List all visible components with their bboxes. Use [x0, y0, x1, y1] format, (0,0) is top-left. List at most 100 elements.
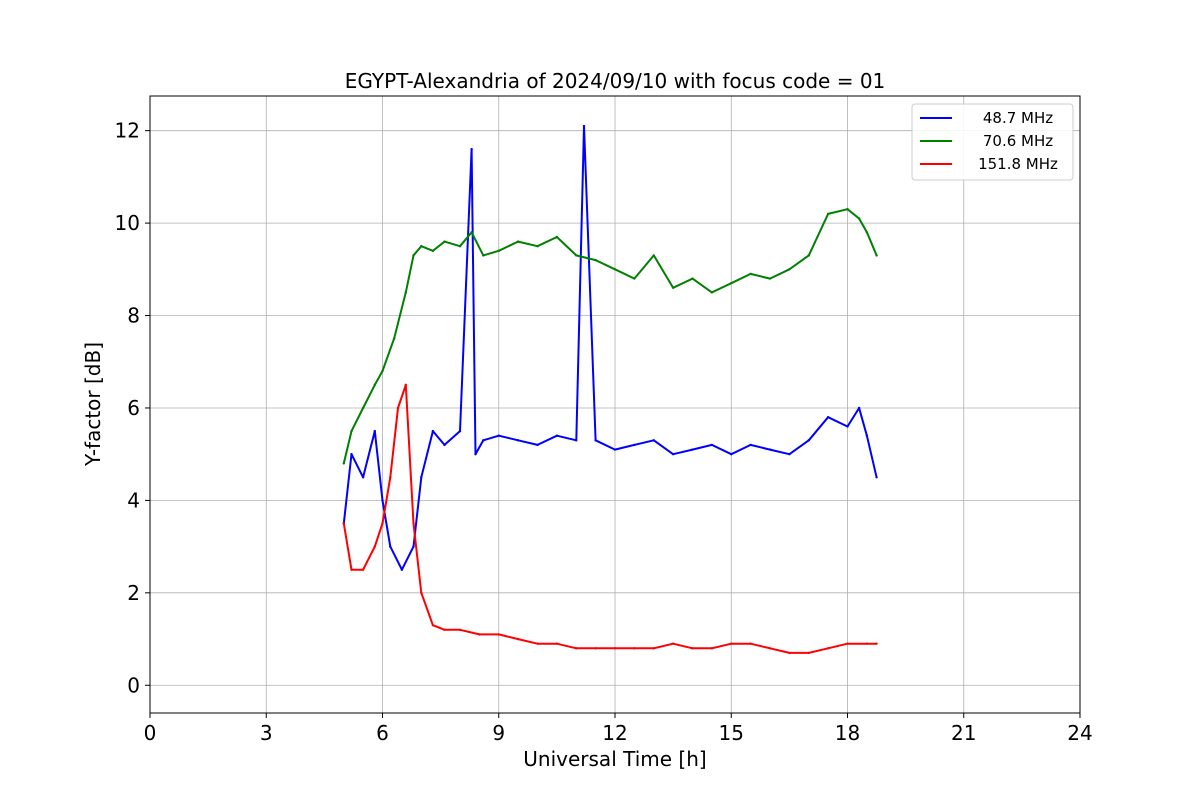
- legend-label: 151.8 MHz: [978, 155, 1058, 173]
- y-tick-label: 2: [127, 581, 140, 605]
- series-1-point: [846, 425, 849, 428]
- series-3-point: [768, 647, 772, 650]
- series-1-point: [389, 545, 392, 548]
- series-1-point: [730, 452, 733, 456]
- series-2-point: [633, 277, 636, 280]
- series-1-point: [594, 439, 597, 442]
- series-3-point: [350, 568, 353, 571]
- series-1-point: [788, 452, 791, 456]
- series-2-point: [497, 249, 500, 253]
- series-1-point: [443, 443, 446, 447]
- series-1-point: [482, 439, 485, 442]
- series-1-point: [536, 443, 539, 447]
- series-3-point: [730, 642, 733, 645]
- series-1-point: [458, 429, 462, 433]
- series-2-point: [768, 277, 772, 280]
- series-3-point: [807, 651, 810, 655]
- series-2-point: [671, 286, 675, 290]
- series-1-point: [652, 439, 655, 442]
- x-tick-label: 0: [144, 721, 157, 745]
- series-3-point: [396, 406, 400, 410]
- x-tick-label: 21: [951, 721, 976, 745]
- series-2-point: [875, 254, 878, 257]
- series-3-point: [373, 545, 376, 548]
- series-2-point: [865, 231, 869, 234]
- series-2-point: [691, 277, 694, 280]
- series-3-point: [555, 642, 559, 645]
- series-3-point: [671, 642, 675, 645]
- series-3-point: [594, 647, 597, 650]
- series-1-point: [575, 439, 578, 442]
- series-2-point: [613, 268, 617, 271]
- x-tick-label: 6: [376, 721, 389, 745]
- chart-title: EGYPT-Alexandria of 2024/09/10 with focu…: [345, 69, 886, 93]
- series-1-point: [497, 434, 500, 437]
- series-3-point: [710, 647, 714, 650]
- series-2-point: [536, 245, 539, 248]
- series-2-point: [342, 462, 345, 465]
- series-2-point: [350, 429, 353, 433]
- series-1-point: [875, 476, 878, 479]
- series-3-point: [431, 623, 435, 627]
- series-lines: [342, 124, 878, 655]
- series-3-point: [381, 522, 384, 525]
- series-3-point: [846, 642, 849, 645]
- series-3-point: [575, 647, 578, 650]
- x-tick-label: 12: [602, 721, 627, 745]
- x-tick-label: 9: [492, 721, 505, 745]
- series-2-point: [575, 254, 578, 257]
- series-1-point: [516, 439, 520, 442]
- series-2-point: [516, 240, 520, 243]
- legend: 48.7 MHz 70.6 MHz 151.8 MHz: [911, 103, 1074, 181]
- y-tick-label: 12: [115, 119, 140, 143]
- series-3-point: [404, 383, 407, 387]
- series-1-point: [361, 476, 365, 479]
- series-2-point: [431, 249, 435, 253]
- series-3-point: [788, 651, 791, 655]
- series-2-point: [826, 212, 830, 216]
- series-2-point: [361, 406, 365, 410]
- series-1-point: [400, 568, 404, 571]
- series-2-point: [652, 254, 655, 257]
- series-1-point: [749, 443, 752, 447]
- legend-box: [911, 103, 1074, 181]
- series-3-point: [613, 647, 617, 650]
- series-3-point: [516, 637, 520, 641]
- y-tick-label: 8: [127, 304, 140, 328]
- series-3-point: [691, 647, 694, 650]
- series-2-point: [412, 254, 415, 257]
- x-axis-title: Universal Time [h]: [523, 747, 706, 771]
- series-2-point: [710, 291, 714, 294]
- series-3-point: [420, 591, 423, 595]
- series-2-point: [443, 240, 446, 243]
- series-3-point: [749, 642, 752, 645]
- legend-label: 48.7 MHz: [983, 109, 1053, 127]
- series-2-point: [470, 231, 473, 234]
- series-2-point: [555, 235, 559, 239]
- series-3-point: [497, 633, 500, 636]
- series-1-point: [691, 448, 694, 451]
- series-1-point: [350, 452, 353, 456]
- series-1-point: [555, 434, 559, 437]
- series-3-point: [652, 647, 655, 650]
- series-1-point: [613, 448, 617, 451]
- series-2-point: [420, 245, 423, 248]
- y-axis-title: Y-factor [dB]: [81, 342, 105, 467]
- legend-label: 70.6 MHz: [983, 132, 1053, 150]
- series-2-point: [807, 254, 810, 257]
- series-2-point: [482, 254, 485, 257]
- series-2-point: [381, 369, 384, 373]
- series-3-point: [826, 647, 830, 650]
- series-1-point: [474, 452, 477, 456]
- y-tick-label: 10: [115, 211, 140, 235]
- series-2-point: [404, 291, 407, 294]
- series-1-point: [857, 406, 861, 410]
- series-2-point: [749, 272, 752, 276]
- series-3-point: [443, 628, 446, 632]
- series-2-point: [392, 337, 396, 340]
- series-1-point: [412, 545, 415, 548]
- x-tick-label: 3: [260, 721, 273, 745]
- series-3-point: [633, 647, 636, 650]
- series-1-point: [807, 439, 810, 442]
- series-line-1: [342, 125, 878, 571]
